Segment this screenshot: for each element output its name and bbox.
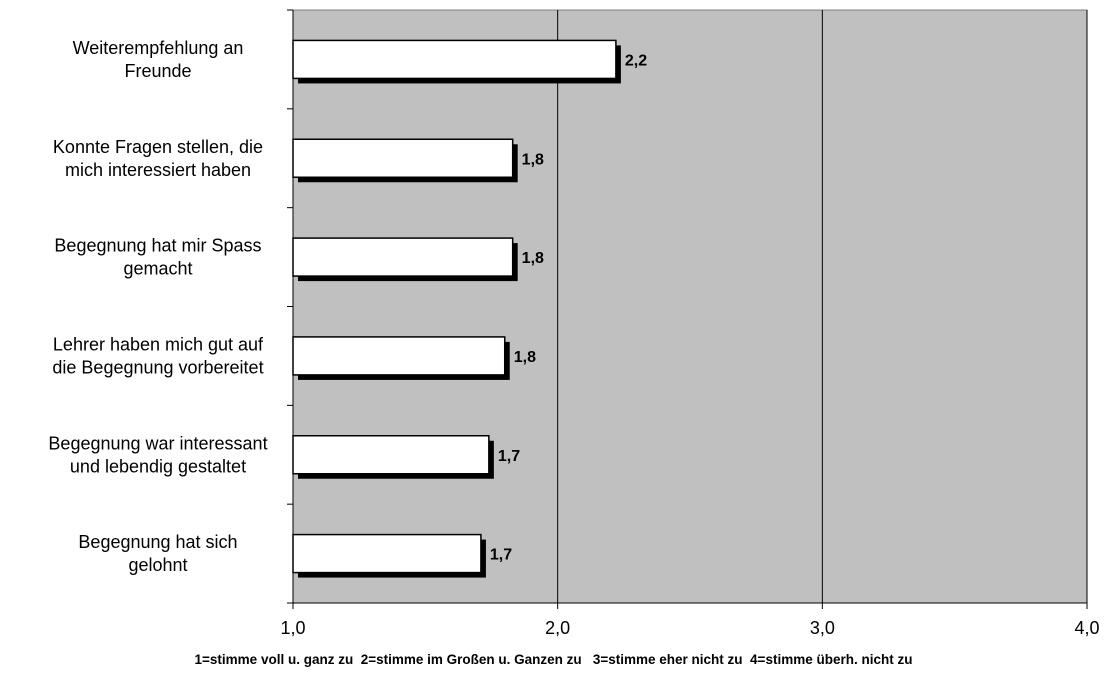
data-label: 1,8 — [522, 250, 544, 267]
bar — [292, 336, 506, 376]
category-label: gelohnt — [128, 555, 187, 575]
category-label: die Begegnung vorbereitet — [52, 357, 263, 377]
category-label: Weiterempfehlung an — [73, 38, 244, 58]
data-label: 1,7 — [498, 448, 520, 465]
x-tick-label: 3,0 — [810, 618, 835, 638]
data-label: 2,2 — [625, 52, 647, 69]
bar — [292, 435, 490, 475]
category-label: Freunde — [124, 61, 191, 81]
bar — [292, 138, 514, 178]
category-label: Begegnung hat sich — [78, 532, 237, 552]
category-label: Konnte Fragen stellen, die — [53, 137, 263, 157]
category-label: mich interessiert haben — [65, 160, 251, 180]
category-label: gemacht — [123, 259, 192, 279]
category-label: Begegnung war interessant — [48, 433, 267, 453]
bar — [292, 533, 482, 574]
x-axis-caption: 1=stimme voll u. ganz zu 2=stimme im Gro… — [194, 652, 913, 667]
category-label: und lebendig gestaltet — [70, 456, 246, 476]
plot-area — [292, 9, 1088, 604]
x-tick-label: 1,0 — [280, 618, 305, 638]
x-tick-label: 2,0 — [545, 618, 570, 638]
bar — [292, 39, 617, 80]
bar — [292, 237, 514, 277]
category-label: Lehrer haben mich gut auf — [53, 334, 264, 354]
category-label: Begegnung hat mir Spass — [54, 236, 261, 256]
data-label: 1,8 — [522, 151, 544, 168]
x-tick-label: 4,0 — [1074, 618, 1099, 638]
data-label: 1,8 — [514, 349, 536, 366]
data-label: 1,7 — [490, 547, 512, 564]
